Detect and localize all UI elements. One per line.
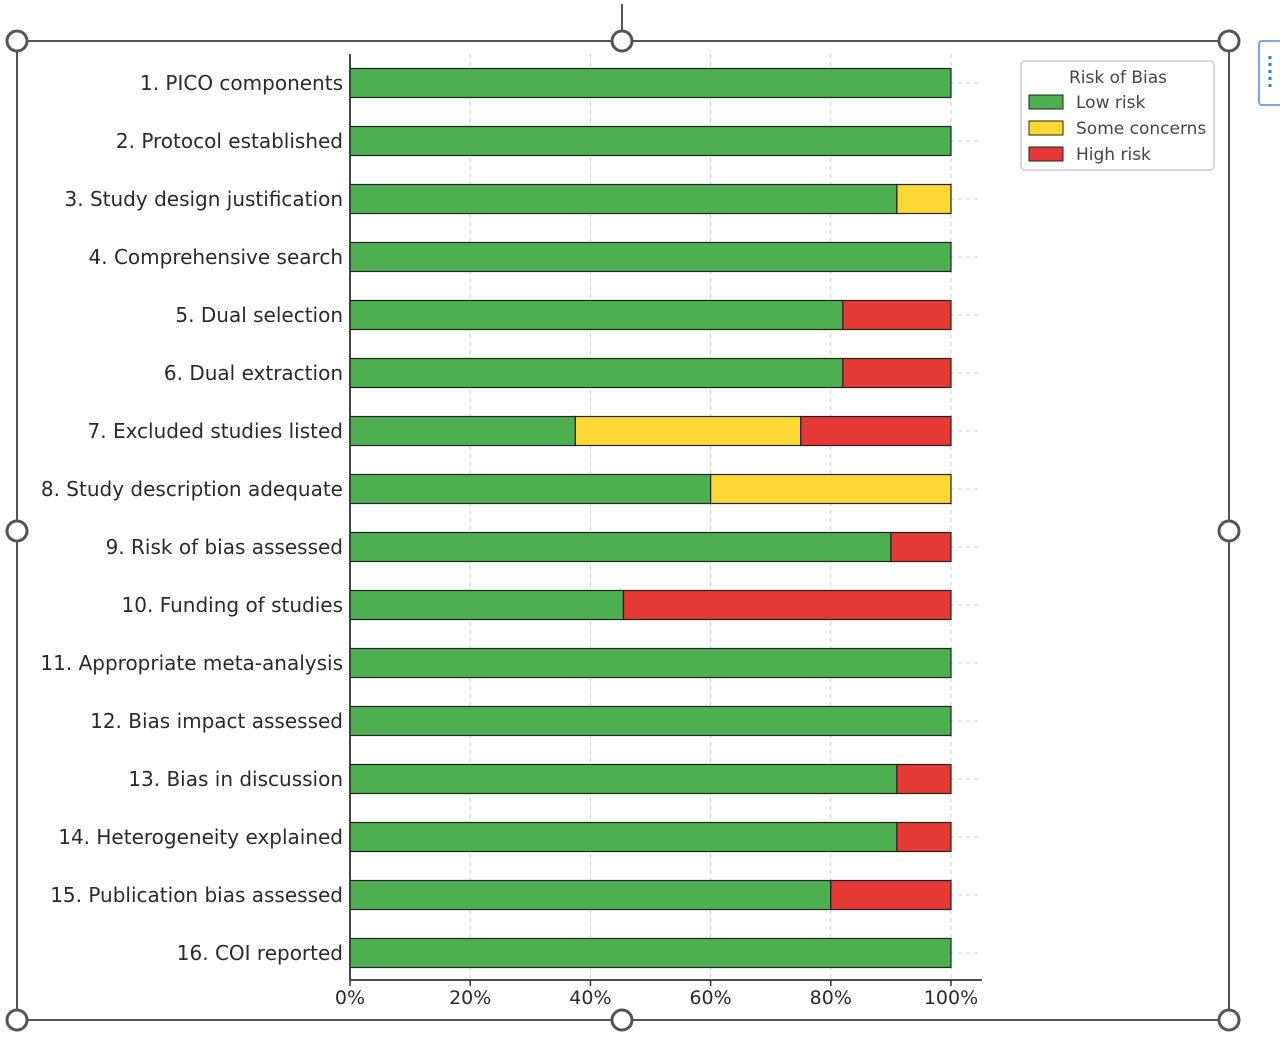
- layout-options-button[interactable]: [1258, 40, 1280, 106]
- bar-segment-low-risk: [349, 589, 625, 621]
- bar-segment-some-concerns: [896, 183, 952, 215]
- resize-handle-left[interactable]: [5, 519, 29, 543]
- bar-segment-some-concerns: [574, 415, 802, 447]
- category-label: 12. Bias impact assessed: [90, 709, 343, 733]
- legend-swatch: [1028, 146, 1064, 162]
- category-label: 1. PICO components: [140, 71, 343, 95]
- bar-segment-high-risk: [896, 821, 952, 853]
- bar-segment-high-risk: [842, 357, 952, 389]
- x-tick-label: 40%: [569, 987, 611, 1009]
- legend-title: Risk of Bias: [1069, 68, 1167, 88]
- resize-handle-bottom-left[interactable]: [5, 1008, 29, 1032]
- bar-segment-high-risk: [622, 589, 952, 621]
- resize-handle-bottom-right[interactable]: [1217, 1008, 1241, 1032]
- legend-swatch: [1028, 94, 1064, 110]
- bar-segment-high-risk: [842, 299, 952, 331]
- category-label: 15. Publication bias assessed: [50, 883, 343, 907]
- bar-segment-low-risk: [349, 879, 832, 911]
- bar-segment-low-risk: [349, 125, 952, 157]
- legend-box: [1020, 60, 1215, 171]
- selection-frame: [5, 4, 1280, 1032]
- legend: Risk of Bias Low risk Some concerns High r…: [1020, 60, 1215, 171]
- resize-handle-bottom[interactable]: [610, 1008, 634, 1032]
- bar-segment-some-concerns: [709, 473, 952, 505]
- bar-segment-high-risk: [890, 531, 952, 563]
- category-label: 14. Heterogeneity explained: [58, 825, 343, 849]
- x-tick-label: 80%: [810, 987, 852, 1009]
- bar-segment-low-risk: [349, 821, 898, 853]
- legend-entry-label: Some concerns: [1076, 119, 1206, 139]
- axes: [349, 54, 982, 986]
- category-label: 13. Bias in discussion: [128, 767, 343, 791]
- bar-segment-low-risk: [349, 937, 952, 969]
- bar-segment-low-risk: [349, 299, 844, 331]
- category-label: 11. Appropriate meta-analysis: [40, 651, 343, 675]
- x-tick-label: 20%: [449, 987, 491, 1009]
- resize-handle-top-left[interactable]: [5, 29, 29, 53]
- category-label: 8. Study description adequate: [41, 477, 343, 501]
- bar-segment-low-risk: [349, 531, 892, 563]
- category-label: 2. Protocol established: [116, 129, 343, 153]
- bar-segment-low-risk: [349, 415, 576, 447]
- legend-entry-label: Low risk: [1076, 93, 1145, 113]
- bar-segment-high-risk: [896, 763, 952, 795]
- resize-handle-right[interactable]: [1217, 519, 1241, 543]
- bar-segment-low-risk: [349, 357, 844, 389]
- bar-segment-high-risk: [830, 879, 952, 911]
- bar-segment-high-risk: [800, 415, 952, 447]
- bars: [349, 67, 952, 969]
- bar-segment-low-risk: [349, 473, 712, 505]
- category-label: 16. COI reported: [177, 941, 343, 965]
- category-label: 10. Funding of studies: [122, 593, 343, 617]
- bar-segment-low-risk: [349, 183, 898, 215]
- category-label: 5. Dual selection: [175, 303, 343, 327]
- legend-items: Low risk Some concerns High risk: [1028, 93, 1206, 165]
- bar-segment-low-risk: [349, 763, 898, 795]
- resize-handle-top[interactable]: [610, 29, 634, 53]
- x-tick-label: 0%: [335, 987, 365, 1009]
- category-label: 3. Study design justification: [65, 187, 343, 211]
- bar-segment-low-risk: [349, 241, 952, 273]
- category-label: 6. Dual extraction: [164, 361, 343, 385]
- x-tick-labels: 0% 20% 40% 60% 80% 100%: [335, 987, 978, 1009]
- category-label: 4. Comprehensive search: [89, 245, 343, 269]
- bar-segment-low-risk: [349, 67, 952, 99]
- bar-segment-low-risk: [349, 647, 952, 679]
- category-label: 7. Excluded studies listed: [88, 419, 344, 443]
- bar-segment-low-risk: [349, 705, 952, 737]
- category-labels: 1. PICO components 2. Protocol establishe…: [40, 71, 343, 965]
- category-label: 9. Risk of bias assessed: [106, 535, 343, 559]
- x-tick-label: 100%: [924, 987, 978, 1009]
- resize-handle-top-right[interactable]: [1217, 29, 1241, 53]
- x-tick-label: 60%: [689, 987, 731, 1009]
- legend-entry-label: High risk: [1076, 145, 1151, 165]
- legend-swatch: [1028, 120, 1064, 136]
